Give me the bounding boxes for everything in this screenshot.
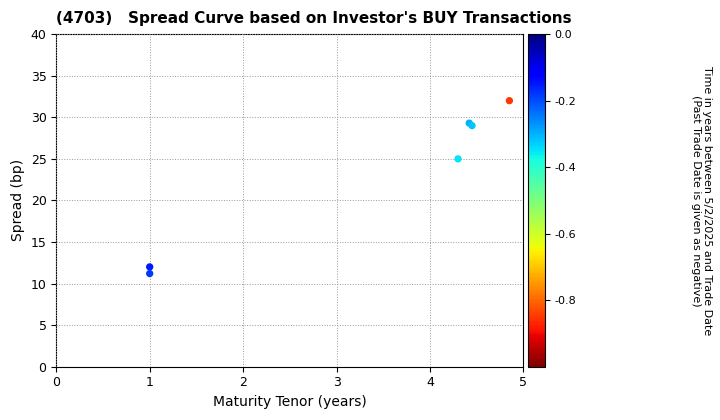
Point <box>503 97 515 104</box>
Point <box>464 120 475 126</box>
Text: (4703)   Spread Curve based on Investor's BUY Transactions: (4703) Spread Curve based on Investor's … <box>56 11 572 26</box>
Point <box>144 270 156 277</box>
X-axis label: Maturity Tenor (years): Maturity Tenor (years) <box>213 395 366 409</box>
Y-axis label: Time in years between 5/2/2025 and Trade Date
(Past Trade Date is given as negat: Time in years between 5/2/2025 and Trade… <box>690 66 712 335</box>
Point <box>452 155 464 162</box>
Point <box>467 122 478 129</box>
Point <box>144 263 156 270</box>
Y-axis label: Spread (bp): Spread (bp) <box>11 159 25 242</box>
